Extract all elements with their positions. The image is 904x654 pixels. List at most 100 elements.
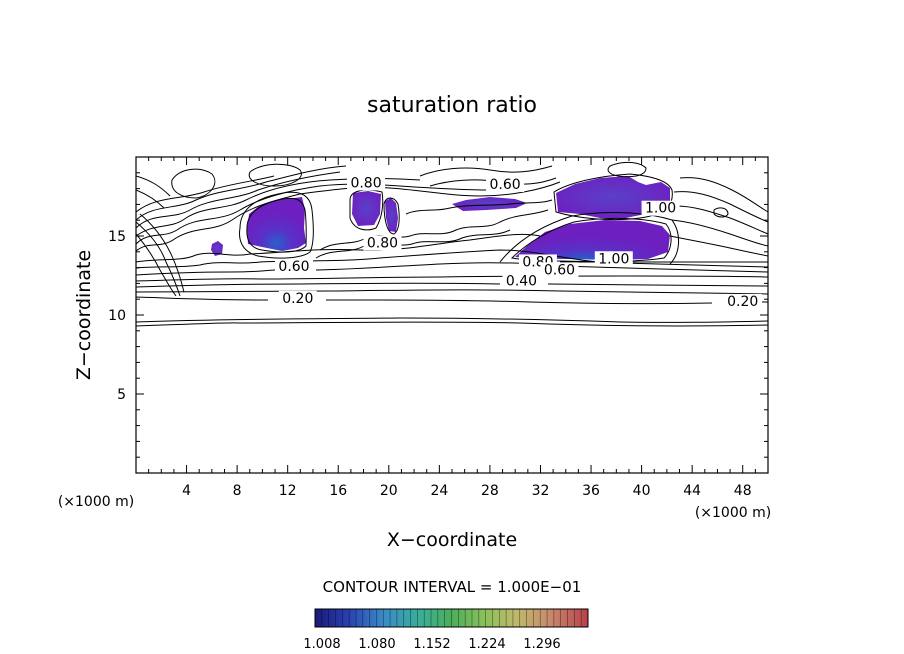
x-tick-label: 8 xyxy=(233,483,242,499)
x-axis-title: X−coordinate xyxy=(387,529,517,551)
contour-upper-a xyxy=(136,181,561,252)
contour-label-bg xyxy=(275,259,313,275)
contour-top-right-4 xyxy=(671,219,768,247)
chart-title: saturation ratio xyxy=(367,93,537,118)
x-tick-label: 48 xyxy=(734,483,752,499)
contour-label-text: 0.80 xyxy=(350,175,381,191)
contour-label: 0.20 xyxy=(723,293,762,310)
y-tick-labels: 5 10 15 xyxy=(108,229,126,403)
contour-label-text: 1.00 xyxy=(645,201,676,217)
contour-label-bg xyxy=(540,262,579,278)
contour-top-right xyxy=(679,177,768,213)
fill-region-b xyxy=(211,241,223,256)
contour-label: 0.80 xyxy=(363,235,402,251)
contour-label: 0.20 xyxy=(278,290,317,307)
contour-080 xyxy=(136,233,768,263)
contour-top-right-3 xyxy=(675,205,768,235)
x-tick-label: 24 xyxy=(430,483,448,499)
contour-left-spike-a xyxy=(139,213,185,293)
contour-070 xyxy=(136,249,768,269)
supersaturation-fill xyxy=(211,176,670,260)
colorbar-tick-label: 1.080 xyxy=(358,637,395,652)
contour-label-bg xyxy=(723,293,762,309)
contour-label: 1.00 xyxy=(594,251,633,267)
fill-region-c xyxy=(352,191,381,226)
contour-label-bg xyxy=(486,177,525,193)
colorbar-labels: 1.008 1.080 1.152 1.224 1.296 xyxy=(303,637,560,652)
contour-label: 1.00 xyxy=(641,200,680,217)
contour-upper-d xyxy=(136,171,341,229)
contour-label-text: 0.80 xyxy=(367,235,398,251)
contour-label-text: 0.20 xyxy=(727,294,758,310)
y-tick-label: 10 xyxy=(108,308,126,324)
colorbar-tick-label: 1.008 xyxy=(303,637,340,652)
contour-top-left-edge xyxy=(136,175,171,209)
colorbar-tick-label: 1.296 xyxy=(523,637,560,652)
contour-label-bg xyxy=(278,290,317,306)
colorbar: 1.008 1.080 1.152 1.224 1.296 xyxy=(303,608,589,652)
colorbar-stripes xyxy=(321,609,582,627)
contour-upper-f xyxy=(136,175,275,213)
x-unit-label: (×1000 m) xyxy=(695,505,771,521)
contour-middle-wiggle-3 xyxy=(405,199,553,215)
colorbar-tick-label: 1.224 xyxy=(468,637,505,652)
x-tick-label: 20 xyxy=(380,483,398,499)
contour-top-right-blob xyxy=(713,207,729,218)
x-tick-labels: 4 8 12 16 20 24 28 32 36 40 44 48 xyxy=(182,483,752,499)
colorbar-frame xyxy=(314,608,589,628)
contour-top-middle xyxy=(419,165,553,177)
contour-outline-g-outer xyxy=(499,212,679,265)
contour-interval-text: CONTOUR INTERVAL = 1.000E−01 xyxy=(323,578,582,596)
contour-top-blob-2 xyxy=(248,163,302,187)
contour-middle-wiggle-2 xyxy=(315,229,511,259)
fill-region-e xyxy=(452,197,527,211)
z-unit-label: (×1000 m) xyxy=(58,494,134,510)
contour-upper-e xyxy=(136,165,347,221)
x-tick-label: 32 xyxy=(532,483,550,499)
contour-outline-g xyxy=(510,217,672,263)
x-tick-label: 16 xyxy=(329,483,347,499)
x-tick-label: 36 xyxy=(582,483,600,499)
contour-label-bg xyxy=(347,175,386,191)
contour-label-bg xyxy=(594,251,633,267)
contour-outline-c xyxy=(349,189,384,231)
contour-base xyxy=(136,321,768,327)
x-tick-label: 28 xyxy=(481,483,499,499)
contour-base-2 xyxy=(136,317,768,323)
contour-label: 0.60 xyxy=(540,262,579,278)
contour-label-text: 0.40 xyxy=(506,273,537,289)
fill-region-a xyxy=(247,197,306,251)
contour-top-blob-1 xyxy=(171,168,216,199)
contour-label-text: 0.60 xyxy=(490,177,521,193)
contour-lines xyxy=(136,161,768,327)
y-axis-title: Z−coordinate xyxy=(73,250,95,380)
contour-label: 0.60 xyxy=(486,177,525,193)
x-tick-label: 12 xyxy=(279,483,297,499)
contour-label: 0.80 xyxy=(347,175,386,191)
fill-region-f xyxy=(556,176,670,218)
contour-left-spike-c xyxy=(136,233,177,297)
tick-marks xyxy=(136,157,768,473)
contour-top-right-5 xyxy=(669,235,768,257)
contour-label-bg xyxy=(363,235,402,251)
colorbar-tick-label: 1.152 xyxy=(413,637,450,652)
contour-outline-a-outer xyxy=(239,191,314,259)
contour-040 xyxy=(136,282,768,288)
contour-label-text: 1.00 xyxy=(598,251,629,267)
contour-top-blob-3 xyxy=(607,161,647,178)
contour-middle-wiggle xyxy=(319,209,549,251)
contour-label: 0.60 xyxy=(275,259,313,275)
y-tick-label: 15 xyxy=(108,229,126,245)
x-tick-label: 4 xyxy=(182,483,191,499)
contour-label-text: 0.20 xyxy=(282,291,313,307)
contour-label: 0.40 xyxy=(502,273,541,289)
contour-top-right-2 xyxy=(673,191,768,223)
contour-outline-a xyxy=(246,197,307,253)
contour-label-bg xyxy=(641,200,680,216)
contour-030 xyxy=(136,289,768,295)
y-tick-label: 5 xyxy=(117,387,126,403)
contour-label-text: 0.60 xyxy=(278,259,309,275)
contour-left-spike-b xyxy=(136,221,181,297)
contour-labels: 0.80 0.601.000.800.60 0.800.601.000.400.20… xyxy=(275,175,762,310)
